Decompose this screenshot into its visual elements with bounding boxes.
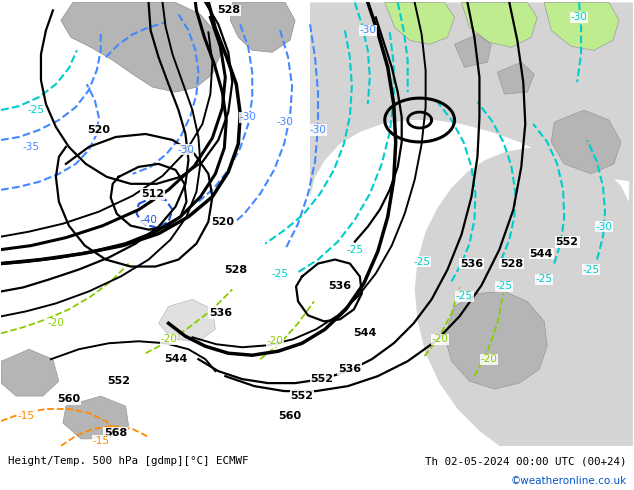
Text: 520: 520 bbox=[211, 217, 234, 227]
Text: 528: 528 bbox=[217, 5, 240, 15]
Text: -40: -40 bbox=[140, 215, 157, 225]
Text: -25: -25 bbox=[271, 269, 288, 278]
Text: 552: 552 bbox=[555, 237, 579, 246]
Text: -20: -20 bbox=[481, 354, 498, 364]
Text: -20: -20 bbox=[48, 318, 64, 328]
Text: -20: -20 bbox=[267, 336, 283, 346]
Text: -30: -30 bbox=[359, 25, 376, 35]
Text: 544: 544 bbox=[529, 248, 553, 259]
Text: 552: 552 bbox=[290, 391, 314, 401]
Text: -25: -25 bbox=[413, 257, 430, 267]
Polygon shape bbox=[385, 2, 455, 44]
Text: 528: 528 bbox=[500, 259, 523, 269]
Text: -30: -30 bbox=[177, 145, 194, 155]
Polygon shape bbox=[310, 2, 633, 197]
Text: Th 02-05-2024 00:00 UTC (00+24): Th 02-05-2024 00:00 UTC (00+24) bbox=[425, 457, 626, 466]
Text: -20: -20 bbox=[160, 334, 177, 344]
Polygon shape bbox=[551, 110, 621, 174]
Text: -15: -15 bbox=[93, 436, 109, 446]
Text: 536: 536 bbox=[328, 281, 351, 292]
Text: 560: 560 bbox=[57, 394, 81, 404]
Text: -35: -35 bbox=[22, 142, 39, 152]
Polygon shape bbox=[462, 2, 537, 48]
Text: 512: 512 bbox=[141, 189, 164, 199]
Text: -25: -25 bbox=[536, 274, 553, 285]
Text: ©weatheronline.co.uk: ©weatheronline.co.uk bbox=[510, 476, 626, 486]
Text: -25: -25 bbox=[583, 265, 600, 274]
Polygon shape bbox=[455, 34, 491, 67]
Text: -20: -20 bbox=[431, 334, 448, 344]
Polygon shape bbox=[158, 299, 216, 341]
Text: -25: -25 bbox=[496, 281, 513, 292]
Polygon shape bbox=[497, 62, 534, 94]
Polygon shape bbox=[415, 2, 633, 446]
Text: 560: 560 bbox=[278, 411, 302, 421]
Text: 568: 568 bbox=[104, 428, 127, 438]
Polygon shape bbox=[544, 2, 619, 50]
Text: -30: -30 bbox=[240, 112, 257, 122]
Text: -25: -25 bbox=[346, 245, 363, 255]
Polygon shape bbox=[230, 2, 295, 52]
Text: -30: -30 bbox=[276, 117, 294, 127]
Text: -30: -30 bbox=[595, 221, 612, 232]
Text: 536: 536 bbox=[460, 259, 483, 269]
Text: 536: 536 bbox=[209, 308, 232, 318]
Text: 552: 552 bbox=[107, 376, 130, 386]
Text: 544: 544 bbox=[164, 354, 187, 364]
Text: -25: -25 bbox=[456, 292, 473, 301]
Text: -30: -30 bbox=[309, 125, 327, 135]
Text: 544: 544 bbox=[353, 328, 377, 338]
Text: 536: 536 bbox=[339, 364, 361, 374]
Text: 552: 552 bbox=[311, 374, 333, 384]
Text: 520: 520 bbox=[87, 125, 110, 135]
Text: -30: -30 bbox=[571, 12, 588, 23]
Polygon shape bbox=[1, 349, 59, 396]
Polygon shape bbox=[63, 396, 129, 439]
Text: 528: 528 bbox=[224, 265, 247, 274]
Polygon shape bbox=[61, 2, 221, 92]
Polygon shape bbox=[444, 292, 547, 389]
Text: -25: -25 bbox=[27, 105, 44, 115]
Text: -15: -15 bbox=[18, 411, 34, 421]
Text: Height/Temp. 500 hPa [gdmp][°C] ECMWF: Height/Temp. 500 hPa [gdmp][°C] ECMWF bbox=[8, 457, 248, 466]
